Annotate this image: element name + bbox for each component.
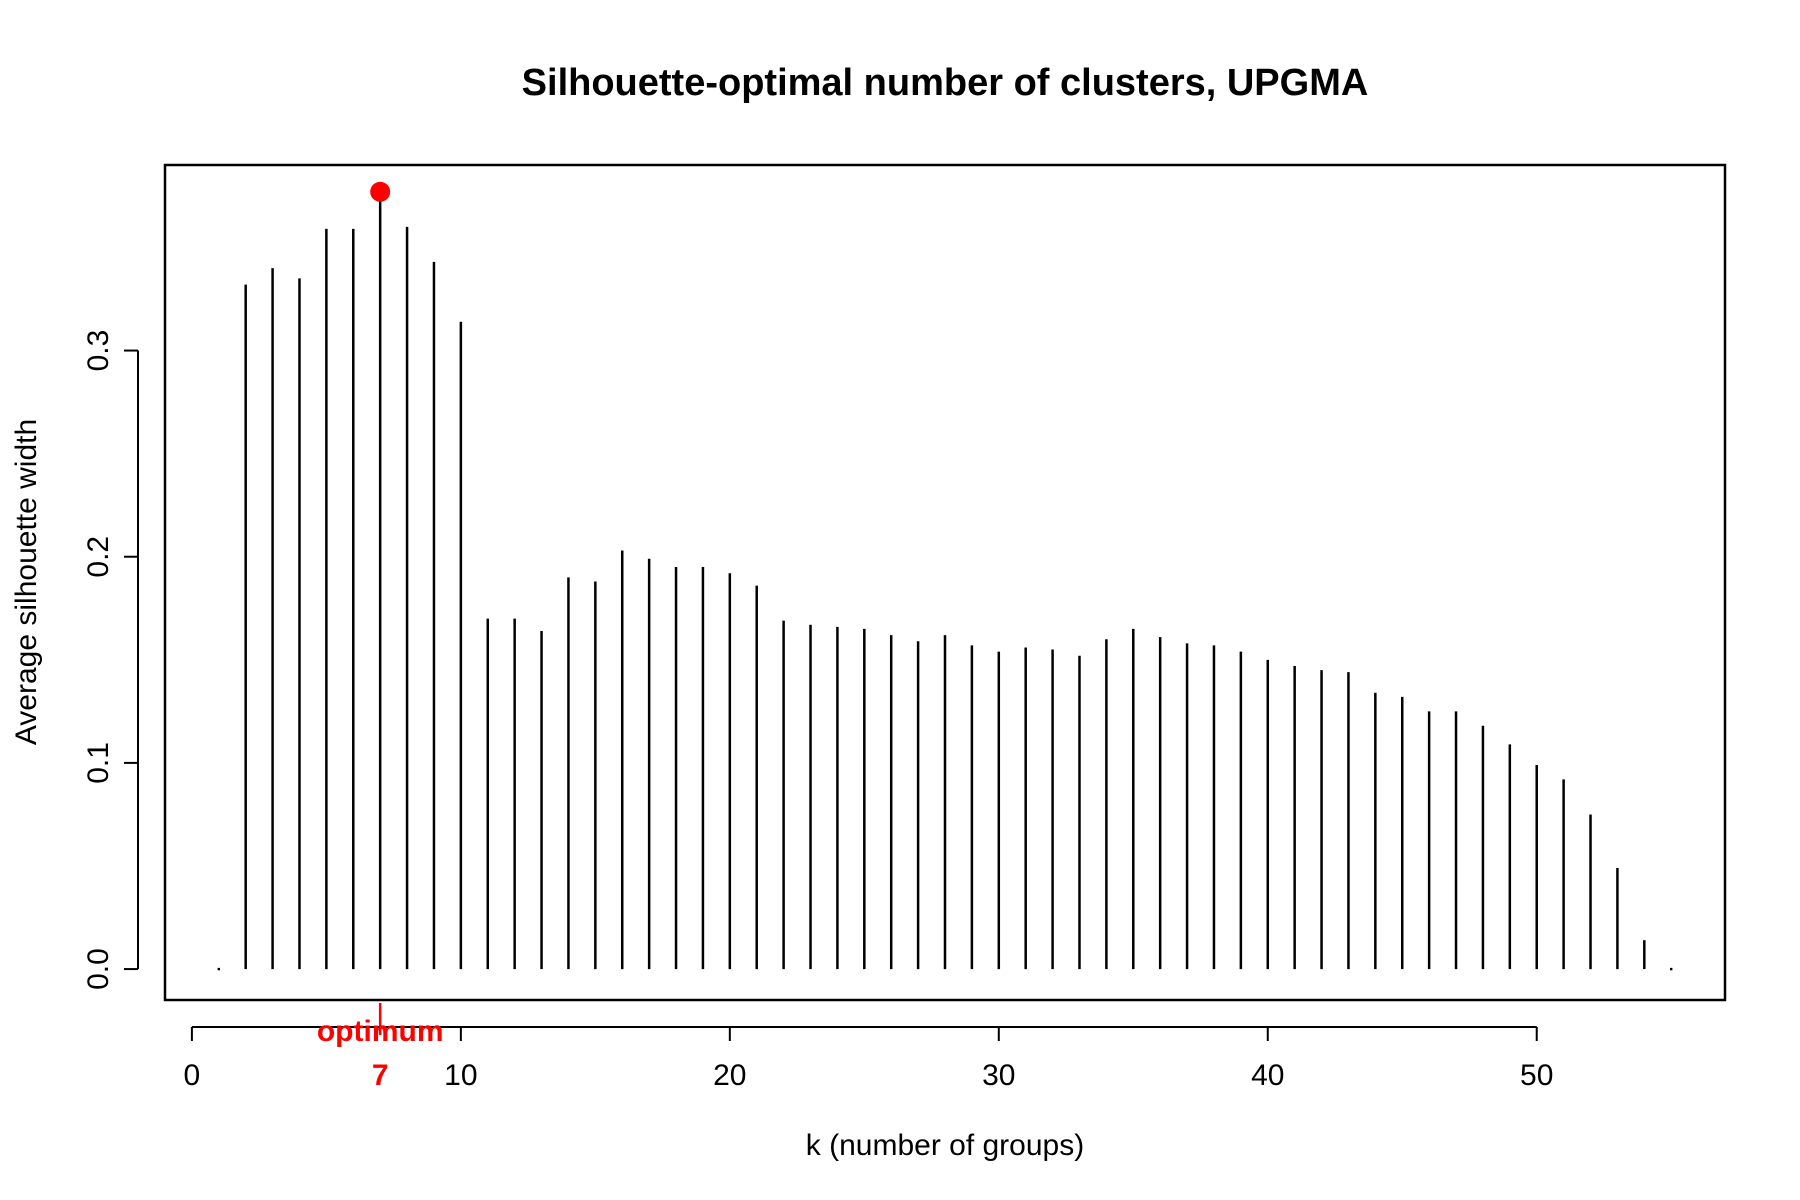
optimum-label: optimum [317,1015,444,1048]
y-tick-label: 0.1 [82,742,115,784]
y-tick-label: 0.2 [82,536,115,578]
x-tick-label: 40 [1251,1059,1284,1092]
bar-series [217,191,1673,971]
y-axis: 0.0 0.1 0.2 0.3 [82,330,139,990]
optimum-point [370,181,391,202]
x-tick-label: 50 [1520,1059,1553,1092]
optimum-k-label: 7 [372,1059,389,1092]
y-tick-label: 0.3 [82,330,115,372]
plot-frame [163,163,1727,1002]
y-tick-label: 0.0 [82,948,115,990]
bar-line [217,967,220,971]
y-axis-label: Average silhouette width [10,419,43,745]
x-tick-label: 10 [444,1059,477,1092]
x-tick-label: 0 [184,1059,201,1092]
x-tick-label: 30 [982,1059,1015,1092]
bar-line [1670,967,1673,971]
optimum-annotation: optimum 7 [317,181,444,1092]
x-axis-label: k (number of groups) [806,1129,1084,1162]
x-tick-label: 20 [713,1059,746,1092]
x-axis: 0 10 20 30 40 50 [184,1026,1553,1092]
chart-title: Silhouette-optimal number of clusters, U… [522,62,1369,104]
